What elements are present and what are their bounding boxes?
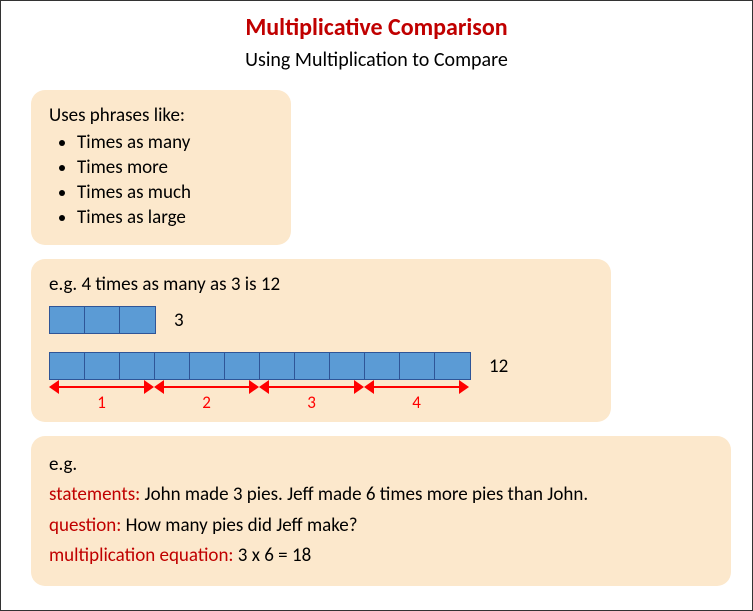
bar-cell [225, 353, 260, 379]
question-label: question: [49, 514, 121, 537]
phrases-box: Uses phrases like: Times as many Times m… [31, 90, 291, 245]
bar-cell [85, 353, 120, 379]
arrow-label: 1 [49, 392, 154, 413]
bar-cell [295, 353, 330, 379]
bar-cell [330, 353, 365, 379]
phrases-heading: Uses phrases like: [49, 104, 273, 127]
bar-small [49, 306, 156, 334]
example-statements-line: statements: John made 3 pies. Jeff made … [49, 480, 713, 510]
arrow-line [160, 386, 253, 388]
diagram-heading: e.g. 4 times as many as 3 is 12 [49, 273, 593, 296]
example-box: e.g. statements: John made 3 pies. Jeff … [31, 436, 731, 586]
arrow-group: 1 [49, 380, 154, 414]
arrow-group: 3 [259, 380, 364, 414]
list-item: Times as much [77, 181, 273, 204]
arrow-group: 2 [154, 380, 259, 414]
bar-cell [120, 307, 155, 333]
equation-label: multiplication equation: [49, 544, 234, 567]
page-subtitle: Using Multiplication to Compare [21, 48, 732, 72]
statements-label: statements: [49, 483, 140, 506]
bar-small-label: 3 [174, 309, 184, 332]
bar-cell [400, 353, 435, 379]
bar-cell [435, 353, 470, 379]
arrow-label: 3 [259, 392, 364, 413]
arrow-line [55, 386, 148, 388]
bar-large-label: 12 [489, 355, 508, 378]
bar-cell [120, 353, 155, 379]
bar-cell [50, 307, 85, 333]
arrow-label: 2 [154, 392, 259, 413]
bar-small-row: 3 [49, 306, 593, 334]
arrow-group: 4 [364, 380, 469, 414]
bar-cell [50, 353, 85, 379]
bar-cell [365, 353, 400, 379]
bar-cell [85, 307, 120, 333]
diagram-box: e.g. 4 times as many as 3 is 12 3 [31, 259, 611, 422]
arrow-row: 1 2 3 4 [49, 380, 593, 414]
example-equation-line: multiplication equation: 3 x 6 = 18 [49, 541, 713, 571]
page-title: Multiplicative Comparison [21, 13, 732, 42]
bar-cell [190, 353, 225, 379]
bar-cell [260, 353, 295, 379]
bar-cell [155, 353, 190, 379]
arrow-line [265, 386, 358, 388]
phrases-list: Times as many Times more Times as much T… [49, 131, 273, 229]
example-question-line: question: How many pies did Jeff make? [49, 511, 713, 541]
bar-large-row: 12 [49, 352, 593, 380]
example-heading: e.g. [49, 450, 713, 480]
equation-text: 3 x 6 = 18 [234, 544, 312, 567]
list-item: Times as large [77, 206, 273, 229]
bar-large [49, 352, 471, 380]
arrow-line [370, 386, 463, 388]
question-text: How many pies did Jeff make? [121, 514, 357, 537]
arrow-label: 4 [364, 392, 469, 413]
page-container: Multiplicative Comparison Using Multipli… [0, 0, 753, 611]
statements-text: John made 3 pies. Jeff made 6 times more… [140, 483, 588, 506]
list-item: Times more [77, 156, 273, 179]
list-item: Times as many [77, 131, 273, 154]
